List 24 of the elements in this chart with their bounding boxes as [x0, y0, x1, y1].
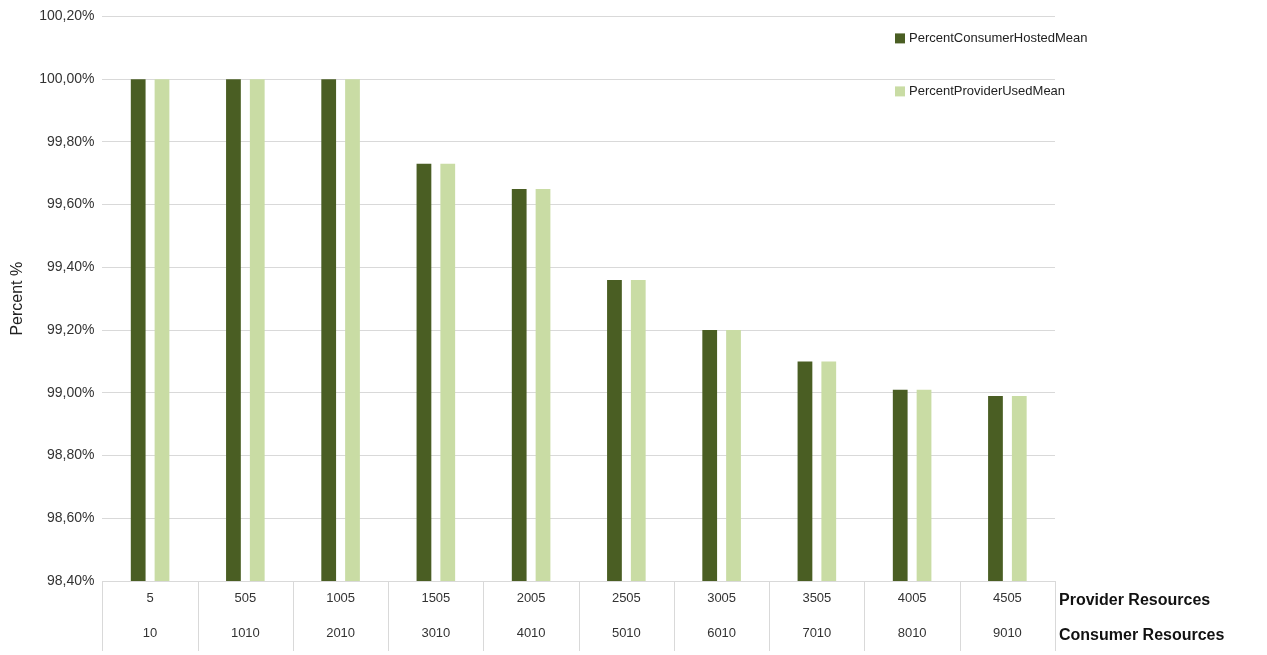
- y-tick-label: 99,80%: [46, 132, 95, 149]
- category-label: 3005 6010: [707, 590, 737, 641]
- y-tick-label: 98,60%: [46, 509, 95, 526]
- category-label: 2005 4010: [516, 590, 546, 641]
- y-tick-label: 99,20%: [46, 320, 95, 337]
- x-axis-title: Provider Resources Consumer Resources: [1059, 590, 1225, 643]
- y-tick-label: 98,80%: [46, 446, 95, 463]
- category-label: 4005 8010: [897, 590, 927, 641]
- category-label: 3505 7010: [802, 590, 832, 641]
- y-tick-label: 99,00%: [46, 383, 95, 400]
- category-label: 505 1010: [230, 590, 260, 641]
- y-tick-label: 99,40%: [46, 258, 95, 275]
- category-label: 4505 9010: [992, 590, 1022, 641]
- y-axis-title: Percent %: [8, 261, 26, 336]
- category-label: 5 10: [142, 590, 158, 641]
- category-label: 1005 2010: [326, 590, 356, 641]
- category-label: 2505 5010: [611, 590, 641, 641]
- y-tick-label: 99,60%: [46, 195, 95, 212]
- y-tick-label: 98,40%: [46, 571, 95, 588]
- y-tick-label: 100,00%: [39, 69, 95, 86]
- y-tick-label: 100,20%: [39, 7, 95, 24]
- legend-label: PercentConsumerHostedMean: [909, 29, 1088, 45]
- legend-label: PercentProviderUsedMean: [909, 82, 1066, 98]
- category-label: 1505 3010: [421, 590, 451, 641]
